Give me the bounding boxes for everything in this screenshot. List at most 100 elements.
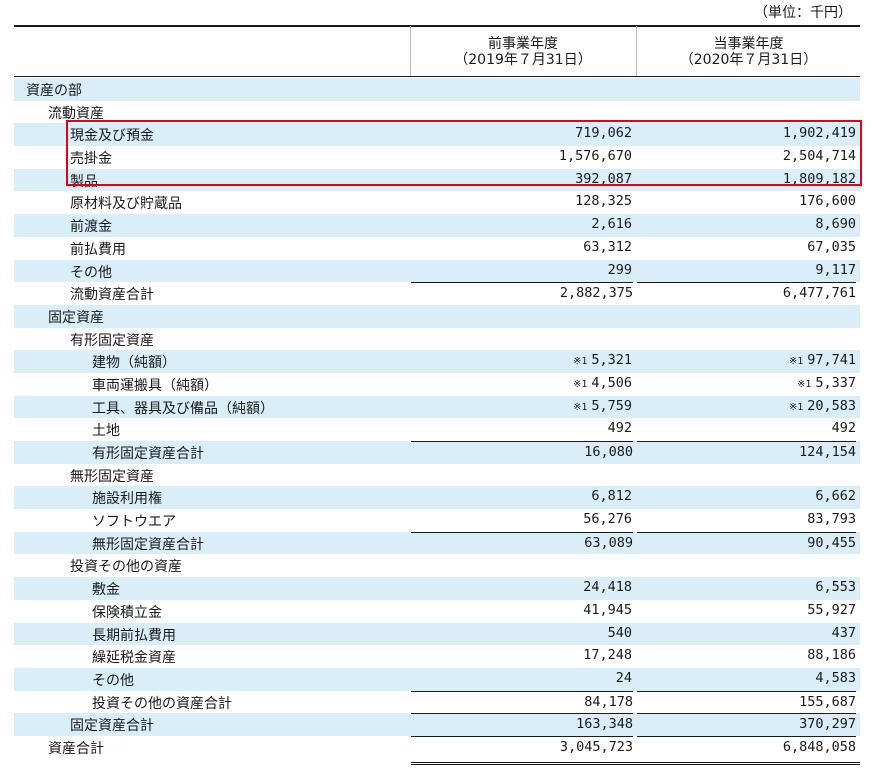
- amount: 3,045,723: [559, 738, 633, 755]
- footnote-marker: ※1: [572, 378, 588, 390]
- current-year-value: 67,035: [637, 239, 856, 255]
- row-label: 原材料及び貯蔵品: [70, 196, 182, 213]
- row-label: 長期前払費用: [92, 627, 176, 644]
- table-row: 製品 392,087 1,809,182: [14, 168, 860, 192]
- current-year-value: 90,455: [637, 531, 856, 555]
- amount: 299: [607, 261, 632, 278]
- amount: 176,600: [799, 193, 856, 210]
- table-row: 固定資産: [14, 304, 860, 328]
- amount: 6,848,058: [782, 738, 856, 755]
- row-label: 資産の部: [26, 83, 82, 99]
- table-row: 無形固定資産: [14, 464, 860, 487]
- current-year-value: 55,927: [637, 602, 856, 618]
- previous-year-value: 2,882,375: [411, 282, 633, 305]
- table-row: 投資その他の資産: [14, 554, 860, 577]
- amount: 84,178: [584, 693, 633, 710]
- amount: 540: [607, 624, 632, 641]
- previous-year-value: 24,418: [412, 579, 632, 595]
- amount: 437: [831, 624, 856, 641]
- table-row: 長期前払費用 540 437: [14, 622, 860, 646]
- amount: 163,348: [576, 716, 633, 733]
- amount: 88,186: [807, 647, 856, 664]
- amount: 6,812: [591, 488, 632, 505]
- previous-year-value: 128,325: [412, 193, 632, 209]
- amount: 392,087: [575, 170, 632, 187]
- table-row: 資産合計 3,045,723 6,848,058: [14, 735, 860, 759]
- amount: 24,418: [583, 579, 632, 596]
- amount: 492: [607, 420, 632, 437]
- row-label: 有形固定資産合計: [92, 446, 204, 462]
- amount: 5,759: [591, 397, 632, 414]
- row-label: 売掛金: [70, 151, 112, 168]
- amount: 2,882,375: [559, 285, 633, 302]
- previous-year-value: 492: [412, 420, 632, 436]
- table-row: 原材料及び貯蔵品 128,325 176,600: [14, 191, 860, 214]
- column-header-date: （2019年７月31日）: [454, 52, 592, 68]
- previous-year-value: 24: [412, 670, 632, 686]
- current-year-value: 124,154: [637, 441, 856, 464]
- current-year-value: 8,690: [637, 216, 856, 232]
- amount: 8,690: [815, 216, 856, 233]
- column-header-current-year: 当事業年度 （2020年７月31日）: [637, 36, 860, 68]
- previous-year-value: 163,348: [411, 713, 633, 736]
- current-year-value: 155,687: [637, 690, 856, 714]
- footnote-marker: ※1: [572, 356, 588, 368]
- row-label: 投資その他の資産: [70, 559, 182, 576]
- row-label: 前渡金: [70, 219, 112, 236]
- current-year-value: 6,848,058: [637, 735, 856, 759]
- row-label: 有形固定資産: [70, 332, 154, 349]
- previous-year-value: 540: [412, 625, 632, 641]
- previous-year-value: 63,089: [411, 531, 633, 555]
- table-row: 工具、器具及び備品（純額） ※1 5,759 ※1 20,583: [14, 395, 860, 419]
- previous-year-value: 84,178: [411, 690, 633, 714]
- amount: 6,662: [815, 488, 856, 505]
- table-row: 売掛金 1,576,670 2,504,714: [14, 146, 860, 169]
- row-label: その他: [70, 264, 112, 281]
- amount: 63,312: [583, 238, 632, 255]
- table-row: その他 24 4,583: [14, 667, 860, 691]
- previous-year-value: 719,062: [412, 125, 632, 141]
- previous-year-value: 2,616: [412, 216, 632, 232]
- row-label: 敷金: [92, 582, 120, 599]
- row-label: 建物（純額）: [92, 355, 176, 372]
- row-label: 繰延税金資産: [92, 650, 176, 667]
- total-double-rule: [411, 762, 860, 765]
- header-column-divider: [410, 26, 411, 77]
- current-year-value: 9,117: [637, 262, 856, 278]
- current-year-value: 4,583: [637, 670, 856, 686]
- current-year-value: 6,477,761: [637, 282, 856, 305]
- row-label: 保険積立金: [92, 604, 162, 621]
- column-header-title: 前事業年度: [488, 36, 558, 52]
- table-row: 流動資産合計 2,882,375 6,477,761: [14, 282, 860, 305]
- amount: 83,793: [807, 511, 856, 528]
- balance-sheet-table: 資産の部 流動資産 現金及び預金 719,062 1,902,419 売掛金 1,576,6…: [14, 78, 860, 759]
- table-row: 現金及び預金 719,062 1,902,419: [14, 123, 860, 147]
- column-header-date: （2020年７月31日）: [679, 52, 818, 68]
- amount: 17,248: [583, 647, 632, 664]
- amount: 5,337: [815, 374, 856, 391]
- previous-year-value: 56,276: [412, 511, 632, 527]
- unit-label: （単位：千円）: [754, 5, 852, 21]
- table-row: 土地 492 492: [14, 418, 860, 441]
- amount: 5,321: [591, 352, 632, 369]
- current-year-value: 437: [637, 625, 856, 641]
- current-year-value: ※1 97,741: [637, 352, 856, 368]
- row-label: 工具、器具及び備品（純額）: [92, 400, 274, 417]
- amount: 41,945: [583, 601, 632, 618]
- current-year-value: 2,504,714: [637, 148, 856, 164]
- table-row: 有形固定資産: [14, 328, 860, 351]
- current-year-value: 1,809,182: [637, 171, 856, 187]
- footnote-marker: ※1: [796, 378, 812, 390]
- amount: 2,504,714: [782, 148, 856, 165]
- table-row: 資産の部: [14, 78, 860, 101]
- footnote-marker: ※1: [788, 356, 804, 368]
- table-row: 敷金 24,418 6,553: [14, 577, 860, 600]
- table-row: 保険積立金 41,945 55,927: [14, 600, 860, 623]
- amount: 155,687: [799, 693, 856, 710]
- row-label: その他: [92, 672, 134, 689]
- current-year-value: 492: [637, 420, 856, 436]
- amount: 1,902,419: [782, 125, 856, 142]
- amount: 24: [615, 669, 632, 686]
- column-header-title: 当事業年度: [713, 36, 784, 52]
- amount: 719,062: [575, 125, 632, 142]
